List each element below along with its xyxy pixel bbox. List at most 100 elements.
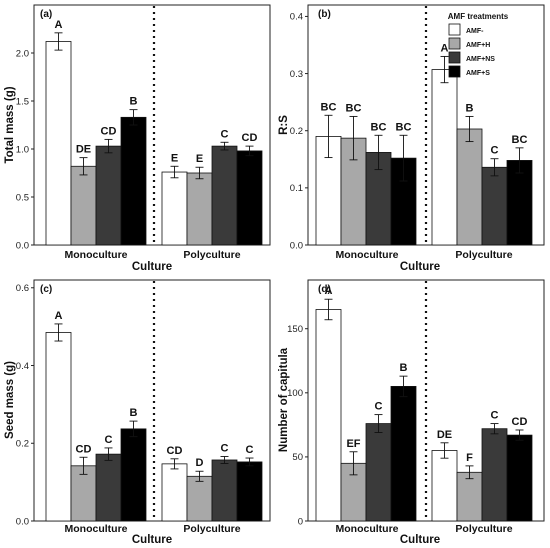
panel-b-ytick-label-4: 0.4 bbox=[290, 12, 303, 23]
panel-b-plot: 0.0 0.1 0.2 0.3 0.4 BC A BC B BC C BC BC bbox=[290, 6, 533, 251]
panel-a-errorbar-monoculture-2 bbox=[104, 138, 113, 154]
panel-d-errorbar-polyculture-0 bbox=[440, 442, 449, 459]
panel-b-errorbar-monoculture-0 bbox=[324, 114, 333, 159]
panel-d-errorbar-polyculture-1 bbox=[465, 465, 474, 480]
panel-b: (b) R:S Culture Monoculture Polyculture … bbox=[278, 4, 545, 273]
panel-b-ytick-label-3: 0.3 bbox=[290, 69, 303, 80]
panel-a-ytick-label-0: 0.0 bbox=[16, 240, 29, 251]
panel-d-plot: 0 50 100 150 A DE EF F C C B CD bbox=[287, 281, 533, 527]
panel-c-bar-monoculture-2 bbox=[95, 453, 122, 522]
legend-title: AMF treatments bbox=[448, 12, 509, 21]
panel-b-errorbar-polyculture-1 bbox=[465, 115, 474, 143]
panel-c-sig-label-polyculture-3: C bbox=[246, 444, 254, 456]
panel-a-bar-monoculture-0 bbox=[45, 41, 72, 246]
panel-a-sig-label-polyculture-0: E bbox=[171, 152, 178, 164]
panel-b-sig-label-monoculture-0: BC bbox=[321, 101, 337, 113]
panel-d-errorbar-polyculture-3 bbox=[515, 429, 524, 441]
panel-d-sig-label-monoculture-1: EF bbox=[346, 438, 360, 450]
panel-c-tag: (c) bbox=[40, 284, 52, 295]
panel-b-sig-label-monoculture-3: BC bbox=[396, 121, 412, 133]
panel-d-errorbar-polyculture-2 bbox=[490, 423, 499, 435]
panel-b-sig-label-monoculture-1: BC bbox=[346, 102, 362, 114]
panel-a-sig-label-polyculture-3: CD bbox=[242, 132, 258, 144]
panel-c-bar-polyculture-2 bbox=[211, 459, 238, 522]
panel-d-group-monoculture: Monoculture bbox=[336, 523, 399, 535]
panel-a-bar-monoculture-1 bbox=[70, 165, 97, 246]
panel-a-xlabel: Culture bbox=[132, 261, 172, 273]
panel-c-ytick-label-2: 0.4 bbox=[16, 361, 29, 372]
panel-b-bar-polyculture-0 bbox=[431, 69, 458, 246]
panel-c-errorbar-polyculture-1 bbox=[195, 470, 204, 482]
legend-swatch-amf-s bbox=[448, 65, 461, 78]
panel-a-bar-monoculture-3 bbox=[120, 116, 147, 246]
panel-b-sig-label-polyculture-0: A bbox=[441, 42, 449, 54]
legend-label-amf-minus: AMF- bbox=[466, 28, 484, 35]
panel-a-plot: 0.0 0.5 1.0 1.5 2.0 A E DE E CD C B CD bbox=[16, 6, 263, 251]
panel-b-bar-polyculture-1 bbox=[456, 128, 483, 246]
panel-b-frame bbox=[307, 4, 545, 246]
panel-d-errorbar-monoculture-1 bbox=[349, 451, 358, 476]
panel-c-bar-monoculture-3 bbox=[120, 428, 147, 522]
legend-swatch-amf-h bbox=[448, 37, 461, 50]
panel-d-bar-monoculture-0 bbox=[315, 309, 342, 522]
panel-d-sig-label-polyculture-3: CD bbox=[512, 416, 528, 428]
panel-a-bar-monoculture-2 bbox=[95, 145, 122, 246]
panel-b-errorbar-polyculture-2 bbox=[490, 158, 499, 177]
panel-c-xlabel: Culture bbox=[132, 534, 172, 546]
panel-a-group-monoculture: Monoculture bbox=[65, 249, 128, 261]
panel-a-errorbar-monoculture-0 bbox=[54, 32, 63, 51]
panel-c-ylabel: Seed mass (g) bbox=[4, 361, 16, 439]
panel-a-frame bbox=[33, 4, 271, 246]
panel-b-ytick-label-1: 0.1 bbox=[290, 183, 303, 194]
panel-b-errorbar-monoculture-1 bbox=[349, 115, 358, 161]
panel-a-errorbar-polyculture-2 bbox=[220, 141, 229, 151]
panel-d-ytick-label-2: 100 bbox=[287, 388, 303, 399]
panel-a-ytick-label-3: 1.5 bbox=[16, 96, 29, 107]
panel-d-bar-monoculture-3 bbox=[390, 385, 417, 522]
legend-swatch-amf-minus bbox=[448, 23, 461, 36]
panel-a-ylabel: Total mass (g) bbox=[4, 86, 16, 163]
panel-d-sig-label-monoculture-3: B bbox=[400, 362, 408, 374]
panel-c-errorbar-monoculture-1 bbox=[79, 456, 88, 475]
panel-c-bar-polyculture-0 bbox=[161, 463, 188, 522]
panel-c-sig-label-monoculture-1: CD bbox=[76, 443, 92, 455]
panel-b-sig-label-polyculture-2: C bbox=[491, 145, 499, 157]
panel-d-bar-polyculture-2 bbox=[481, 428, 508, 522]
panel-b-sig-label-monoculture-2: BC bbox=[371, 121, 387, 133]
panel-a-sig-label-polyculture-1: E bbox=[196, 153, 203, 165]
panel-c-errorbar-monoculture-2 bbox=[104, 447, 113, 461]
panel-b-sig-label-polyculture-3: BC bbox=[512, 134, 528, 146]
panel-c-ytick-label-3: 0.6 bbox=[16, 283, 29, 294]
panel-b-errorbar-polyculture-3 bbox=[515, 147, 524, 174]
panel-a-sig-label-monoculture-1: DE bbox=[76, 144, 91, 156]
panel-b-group-polyculture: Polyculture bbox=[455, 249, 512, 261]
panel-b-ytick-label-2: 0.2 bbox=[290, 126, 303, 137]
panel-a-bar-polyculture-2 bbox=[211, 145, 238, 246]
panel-d-errorbar-monoculture-3 bbox=[399, 375, 408, 398]
panel-c-errorbar-monoculture-0 bbox=[54, 323, 63, 342]
panel-d-tag: (d) bbox=[318, 284, 331, 295]
panel-d-bar-monoculture-2 bbox=[365, 423, 392, 522]
legend-label-amf-ns: AMF+NS bbox=[466, 56, 495, 63]
legend-label-amf-s: AMF+S bbox=[466, 70, 490, 77]
panel-d-group-polyculture: Polyculture bbox=[455, 523, 512, 535]
panel-b-xlabel: Culture bbox=[400, 261, 440, 273]
panel-c-ytick-label-0: 0.0 bbox=[16, 516, 29, 527]
panel-c-sig-label-monoculture-2: C bbox=[105, 434, 113, 446]
panel-d-sig-label-polyculture-1: F bbox=[466, 452, 473, 464]
panel-d-sig-label-monoculture-2: C bbox=[375, 401, 383, 413]
panel-c-group-polyculture: Polyculture bbox=[183, 523, 240, 535]
panel-b-bar-polyculture-3 bbox=[506, 160, 533, 246]
panel-a-sig-label-monoculture-0: A bbox=[55, 19, 63, 31]
panel-a-ytick-label-1: 0.5 bbox=[16, 192, 29, 203]
panel-c-sig-label-monoculture-0: A bbox=[55, 310, 63, 322]
panel-a-errorbar-polyculture-3 bbox=[245, 145, 254, 157]
panel-a-tag: (a) bbox=[40, 9, 52, 20]
panel-d-sig-label-polyculture-0: DE bbox=[437, 429, 452, 441]
panel-c-sig-label-polyculture-1: D bbox=[196, 457, 204, 469]
panel-d-frame bbox=[307, 279, 545, 522]
panel-b-errorbar-monoculture-3 bbox=[399, 134, 408, 182]
panel-a-errorbar-polyculture-1 bbox=[195, 166, 204, 180]
panel-c-bar-monoculture-0 bbox=[45, 332, 72, 522]
panel-a-ytick-label-2: 1.0 bbox=[16, 144, 29, 155]
